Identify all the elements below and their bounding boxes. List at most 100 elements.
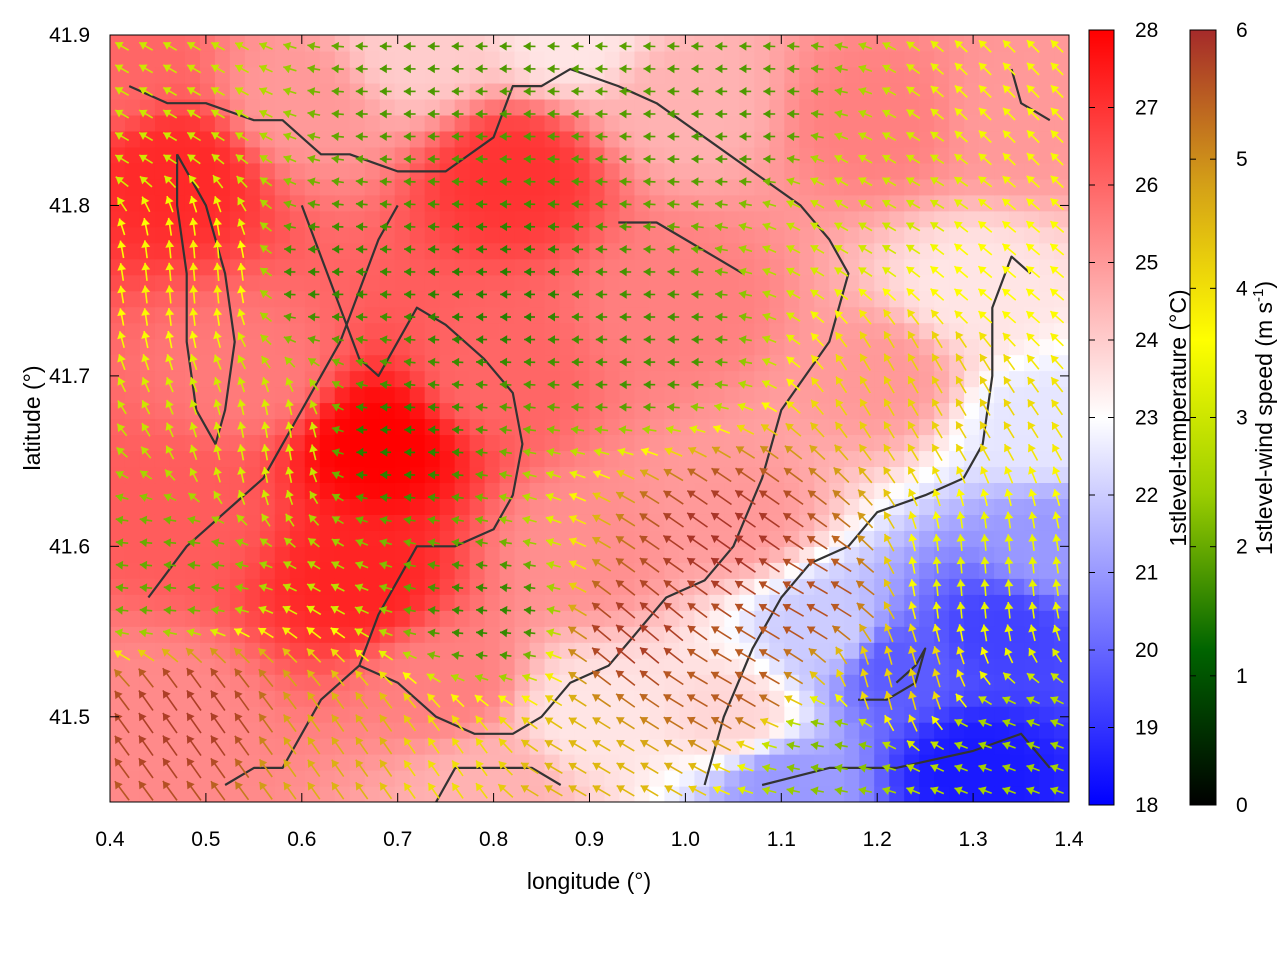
heatmap-cell xyxy=(484,482,501,499)
heatmap-cell xyxy=(919,402,935,420)
heatmap-cell xyxy=(574,274,591,292)
heatmap-cell xyxy=(1009,690,1025,707)
heatmap-cell xyxy=(844,514,860,531)
heatmap-cell xyxy=(649,434,666,452)
heatmap-cell xyxy=(799,114,815,132)
heatmap-cell xyxy=(739,386,755,404)
heatmap-cell xyxy=(1054,658,1069,675)
heatmap-cell xyxy=(439,674,456,691)
heatmap-cell xyxy=(559,210,576,228)
heatmap-cell xyxy=(484,226,501,244)
heatmap-cell xyxy=(199,786,216,802)
heatmap-cell xyxy=(619,530,636,547)
heatmap-cell xyxy=(874,338,890,356)
heatmap-cell xyxy=(889,370,905,388)
heatmap-cell xyxy=(394,546,411,563)
heatmap-cell xyxy=(379,322,396,340)
heatmap-cell xyxy=(814,482,830,499)
heatmap-cell xyxy=(154,754,171,771)
heatmap-cell xyxy=(124,226,141,244)
heatmap-cell xyxy=(589,274,606,292)
heatmap-cell xyxy=(1039,546,1055,563)
heatmap-cell xyxy=(589,210,606,228)
heatmap-cell xyxy=(214,114,231,132)
heatmap-cell xyxy=(559,530,576,547)
heatmap-cell xyxy=(589,578,606,595)
heatmap-cell xyxy=(964,706,980,723)
heatmap-cell xyxy=(559,130,576,148)
heatmap-cell xyxy=(424,594,441,611)
heatmap-cell xyxy=(799,482,815,499)
heatmap-cell xyxy=(814,162,830,180)
heatmap-cell xyxy=(244,626,261,643)
heatmap-cell xyxy=(469,610,486,627)
heatmap-cell xyxy=(349,322,366,340)
heatmap-cell xyxy=(604,370,621,388)
heatmap-cell xyxy=(409,178,426,196)
heatmap-cell xyxy=(634,242,651,260)
heatmap-cell xyxy=(634,370,651,388)
heatmap-cell xyxy=(139,114,156,132)
heatmap-cell xyxy=(244,674,261,691)
heatmap-cell xyxy=(694,418,710,436)
heatmap-cell xyxy=(679,674,695,691)
heatmap-cell xyxy=(694,610,710,627)
heatmap-cell xyxy=(439,386,456,404)
heatmap-cell xyxy=(919,146,935,164)
heatmap-cell xyxy=(634,386,651,404)
heatmap-cell xyxy=(334,274,351,292)
heatmap-cell xyxy=(724,786,740,802)
heatmap-cell xyxy=(529,786,546,802)
heatmap-cell xyxy=(199,322,216,340)
heatmap-cell xyxy=(844,530,860,547)
heatmap-cell xyxy=(844,626,860,643)
heatmap-cell xyxy=(604,226,621,244)
heatmap-cell xyxy=(739,322,755,340)
heatmap-cell xyxy=(784,98,800,116)
heatmap-cell xyxy=(124,370,141,388)
heatmap-cell xyxy=(769,322,785,340)
heatmap-cell xyxy=(259,82,276,100)
heatmap-cell xyxy=(244,162,261,180)
heatmap-cell xyxy=(934,450,950,468)
heatmap-cell xyxy=(964,658,980,675)
heatmap-cell xyxy=(799,658,815,675)
heatmap-cell xyxy=(634,674,651,691)
heatmap-cell xyxy=(364,306,381,324)
heatmap-cell xyxy=(829,658,845,675)
heatmap-cell xyxy=(214,594,231,611)
heatmap-cell xyxy=(664,514,680,531)
heatmap-cell xyxy=(1039,498,1055,515)
heatmap-cell xyxy=(694,754,710,771)
heatmap-cell xyxy=(274,226,291,244)
heatmap-cell xyxy=(409,626,426,643)
heatmap-cell xyxy=(649,50,666,68)
heatmap-cell xyxy=(110,386,126,404)
heatmap-cell xyxy=(199,162,216,180)
heatmap-cell xyxy=(1024,226,1040,244)
heatmap-cell xyxy=(244,290,261,308)
heatmap-cell xyxy=(154,226,171,244)
heatmap-cell xyxy=(379,722,396,739)
heatmap-cell xyxy=(769,210,785,228)
heatmap-cell xyxy=(754,82,770,100)
heatmap-cell xyxy=(889,482,905,499)
heatmap-cell xyxy=(499,35,516,52)
heatmap-cell xyxy=(349,114,366,132)
heatmap-cell xyxy=(559,354,576,372)
heatmap-cell xyxy=(904,738,920,755)
heatmap-cell xyxy=(484,210,501,228)
heatmap-cell xyxy=(1039,770,1055,787)
heatmap-cell xyxy=(889,146,905,164)
heatmap-cell xyxy=(214,162,231,180)
heatmap-cell xyxy=(409,290,426,308)
heatmap-cell xyxy=(1054,610,1069,627)
heatmap-cell xyxy=(994,66,1010,84)
heatmap-cell xyxy=(274,418,291,436)
heatmap-cell xyxy=(469,274,486,292)
heatmap-cell xyxy=(409,402,426,420)
heatmap-cell xyxy=(469,626,486,643)
heatmap-cell xyxy=(1054,258,1069,276)
heatmap-cell xyxy=(919,754,935,771)
heatmap-cell xyxy=(1039,706,1055,723)
